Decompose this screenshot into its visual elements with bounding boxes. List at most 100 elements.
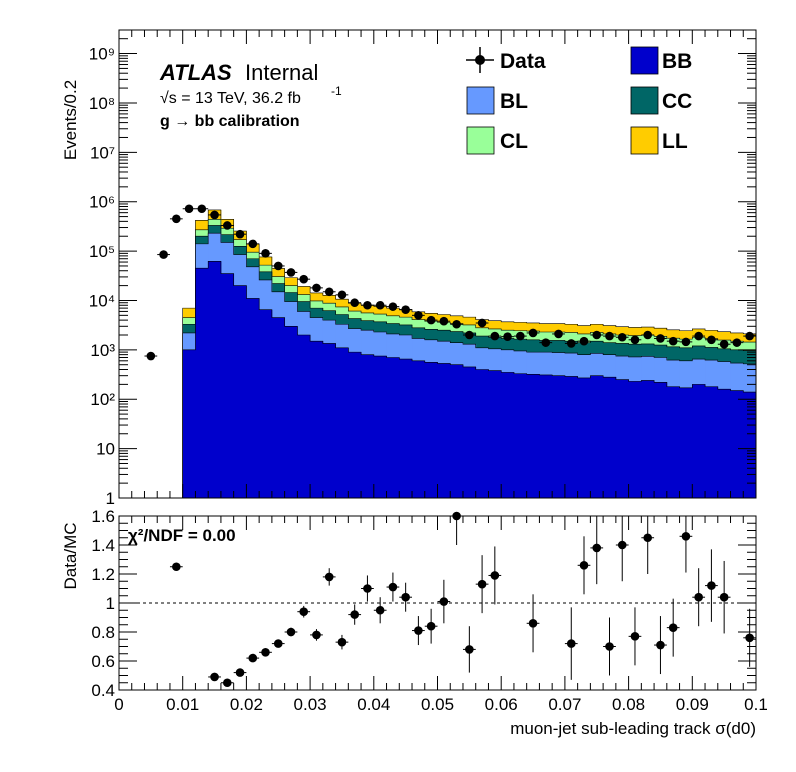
ratio-point [579,561,589,570]
ratio-point [566,639,576,648]
ratio-point [477,579,487,589]
energy-label: √s = 13 TeV, 36.2 fb [160,90,301,107]
bar-bb [475,369,489,498]
bar-bb [335,347,349,498]
bar-bb [564,376,579,498]
data-point [452,319,461,329]
bar-bb [539,374,553,498]
chi2-annotation: χ²/NDF = 0.00 [128,526,236,545]
data-point [337,290,347,300]
x-tick-label: 0.02 [230,695,263,714]
ratio-point [222,678,232,688]
bar-bb [641,380,655,498]
legend-label-bl: BL [500,90,528,113]
data-point [477,318,487,328]
x-tick-label: 0.04 [357,695,390,714]
x-tick-label: 0 [114,695,123,714]
bar-bb [552,375,566,498]
bar-bb [450,364,464,498]
ratio-y-tick-label: 1.4 [91,536,115,555]
ratio-y-tick-label: 0.4 [91,681,115,700]
ratio-point [363,584,372,593]
data-point [656,334,665,343]
data-point [554,329,563,339]
data-point [363,300,372,310]
ratio-point [337,637,347,647]
bar-bb [590,375,604,498]
bar-bb [717,389,731,498]
ratio-point [261,648,270,657]
y-tick-label: 10⁷ [90,143,115,162]
x-tick-label: 0.08 [612,695,645,714]
ratio-point [605,642,614,651]
data-point [350,298,359,308]
legend-swatch-ll [630,126,659,155]
energy-superscript: -1 [331,84,342,98]
bar-bb [310,341,324,498]
x-tick-label: 0.03 [294,695,327,714]
ratio-point [210,672,219,682]
bar-bb [412,360,426,498]
upper-y-axis-label: Events/0.2 [61,80,80,160]
x-tick-label: 0.07 [548,695,581,714]
data-point [681,337,691,347]
data-point [566,339,576,348]
bar-bb [348,352,362,498]
bar-bb [386,357,400,498]
data-point [490,331,500,341]
legend-data-marker-dot [475,55,485,65]
bar-bb [399,359,413,498]
data-point [222,221,232,230]
data-point [324,287,334,297]
bar-bb [501,372,515,498]
legend-label-data: Data [500,50,546,73]
bar-bb [373,356,387,498]
data-point [414,311,423,320]
data-point [375,300,385,310]
outline-bl [182,232,756,498]
legend-entry-data: Data [466,47,546,73]
ratio-y-tick-label: 1.2 [91,565,115,584]
x-tick-label: 0.1 [744,695,768,714]
data-point [210,210,219,220]
bar-bb [271,317,286,498]
ratio-point [719,592,729,602]
ratio-point [656,640,665,650]
bar-bb [424,362,438,498]
ratio-point [299,607,309,616]
bar-bb [654,382,668,498]
upper-panel: 1 10 10² 10³ 10⁴ 10⁵ 10⁶ 10⁷ 10⁸ 10⁹ Events/0.2 A… [61,29,757,508]
data-point [261,249,270,258]
data-point [617,332,627,342]
data-point [719,339,729,349]
internal-label: Internal [245,60,318,85]
ratio-y-tick-label: 1 [106,594,115,613]
data-point [159,250,168,259]
ratio-point [312,630,321,640]
data-point [235,229,245,239]
data-point [732,338,742,347]
ratio-point [681,532,691,541]
data-point [694,331,703,341]
data-point [630,335,640,345]
data-point [146,351,156,361]
ratio-point [465,645,474,654]
bar-bb [488,370,502,498]
data-point [579,336,589,346]
atlas-label: ATLAS [159,60,232,85]
bar-bb [208,261,222,498]
legend-entry-bb: BB [630,46,692,75]
bar-bb [577,377,591,498]
y-tick-label: 10⁹ [89,45,115,64]
ratio-point [643,533,653,543]
data-point [592,330,602,340]
ratio-point [668,623,678,632]
ratio-point [439,597,449,606]
legend-entry-ll: LL [630,126,688,155]
ratio-point [235,668,245,677]
ratio-point [528,619,538,628]
data-point [312,283,321,293]
bar-bb [615,379,629,498]
legend-entry-cc: CC [630,86,692,115]
